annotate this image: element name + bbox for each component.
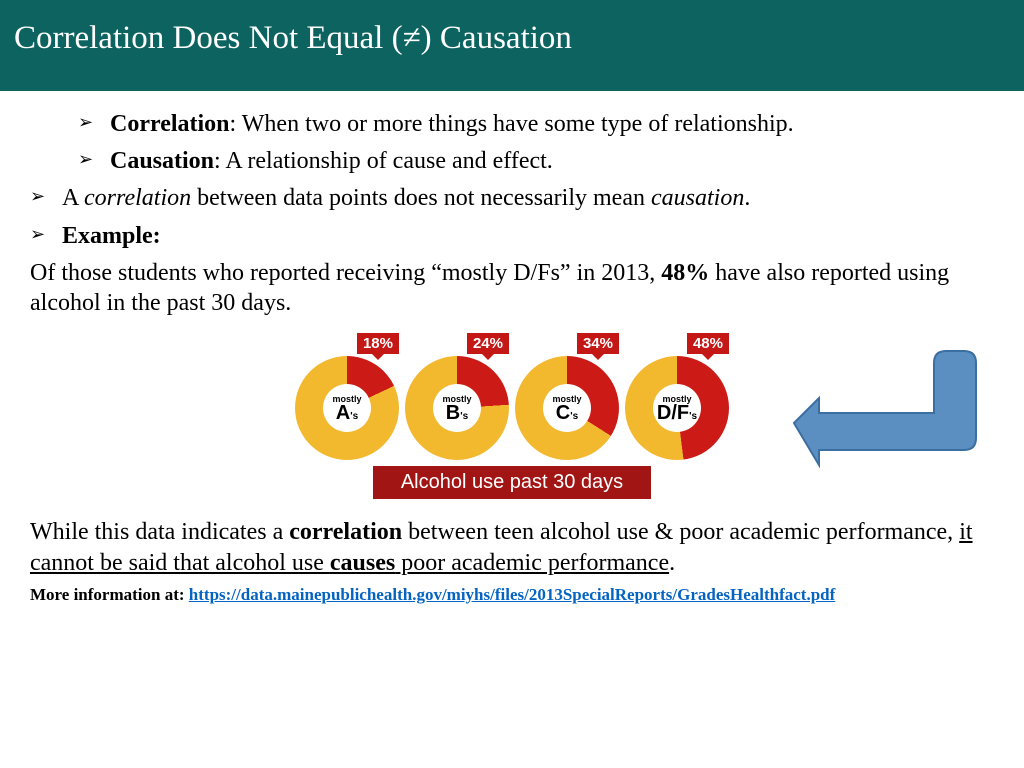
text: between data points does not necessarily… xyxy=(191,185,651,211)
donut-center: mostlyC's xyxy=(543,384,591,432)
text: A xyxy=(62,185,84,211)
conclusion-text: While this data indicates a correlation … xyxy=(0,517,1024,578)
chart-caption: Alcohol use past 30 days xyxy=(373,466,651,499)
text: between teen alcohol use & poor academic… xyxy=(402,519,959,545)
donut-grade-label: A's xyxy=(336,404,358,422)
italic-term: causation xyxy=(651,185,744,211)
statement-list: ➢ A correlation between data points does… xyxy=(0,183,1024,251)
term: Correlation xyxy=(110,111,230,137)
italic-term: correlation xyxy=(84,185,191,211)
donuts-row: 18% mostlyA's 24% mostlyB's 34% mostlyC's 48% m… xyxy=(295,333,729,460)
bullet-correlation: ➢ Correlation: When two or more things h… xyxy=(0,109,1024,140)
text: Of those students who reported receiving… xyxy=(30,260,661,286)
slide-content: ➢ Correlation: When two or more things h… xyxy=(0,91,1024,605)
donut-center: mostlyB's xyxy=(433,384,481,432)
example-text-1: Of those students who reported receiving… xyxy=(0,258,1024,319)
donut-grade-label: C's xyxy=(556,404,578,422)
example-label: Example: xyxy=(62,223,161,249)
pct-tag: 24% xyxy=(467,333,509,354)
text: While this data indicates a xyxy=(30,519,289,545)
slide-header: Correlation Does Not Equal (≠) Causation xyxy=(0,0,1024,91)
term: Causation xyxy=(110,148,214,174)
donut-column: 24% mostlyB's xyxy=(405,333,509,460)
chart-area: 18% mostlyA's 24% mostlyB's 34% mostlyC's 48% m… xyxy=(0,333,1024,499)
definition-list: ➢ Correlation: When two or more things h… xyxy=(0,109,1024,177)
pct-tag: 34% xyxy=(577,333,619,354)
donut-A: mostlyA's xyxy=(295,356,399,460)
bullet-example: ➢ Example: xyxy=(0,221,1024,252)
text: . xyxy=(744,185,750,211)
pct-tag: 48% xyxy=(687,333,729,354)
more-info-line: More information at: https://data.mainep… xyxy=(0,583,1024,605)
donut-grade-label: D/F's xyxy=(657,404,697,422)
donut-D-F: mostlyD/F's xyxy=(625,356,729,460)
bullet-icon: ➢ xyxy=(78,148,93,171)
donut-grade-label: B's xyxy=(446,404,468,422)
bullet-icon: ➢ xyxy=(30,223,45,246)
donut-center: mostlyA's xyxy=(323,384,371,432)
pct-tag: 18% xyxy=(357,333,399,354)
donut-column: 34% mostlyC's xyxy=(515,333,619,460)
bullet-statement: ➢ A correlation between data points does… xyxy=(0,183,1024,214)
pct-highlight: 48% xyxy=(661,260,709,286)
more-info-label: More information at: xyxy=(30,585,189,604)
donut-column: 48% mostlyD/F's xyxy=(625,333,729,460)
text: . xyxy=(669,550,675,576)
callout-arrow-icon xyxy=(764,343,984,493)
donut-column: 18% mostlyA's xyxy=(295,333,399,460)
source-link[interactable]: https://data.mainepublichealth.gov/miyhs… xyxy=(189,585,836,604)
donut-chart-block: 18% mostlyA's 24% mostlyB's 34% mostlyC's 48% m… xyxy=(295,333,729,499)
slide-title: Correlation Does Not Equal (≠) Causation xyxy=(14,20,1010,57)
def-text: : A relationship of cause and effect. xyxy=(214,148,553,174)
bullet-causation: ➢ Causation: A relationship of cause and… xyxy=(0,146,1024,177)
bullet-icon: ➢ xyxy=(78,111,93,134)
def-text: : When two or more things have some type… xyxy=(230,111,794,137)
donut-B: mostlyB's xyxy=(405,356,509,460)
donut-C: mostlyC's xyxy=(515,356,619,460)
bullet-icon: ➢ xyxy=(30,185,45,208)
bold-term: correlation xyxy=(289,519,402,545)
donut-center: mostlyD/F's xyxy=(653,384,701,432)
